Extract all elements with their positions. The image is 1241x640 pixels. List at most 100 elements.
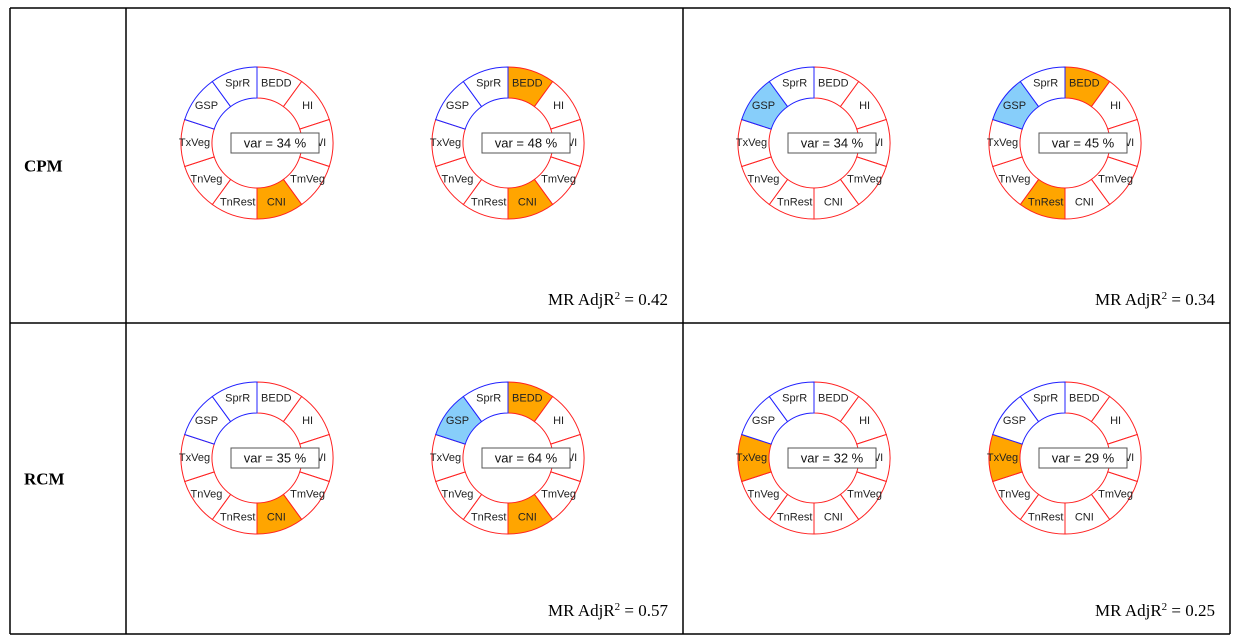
segment-label: SprR	[476, 77, 501, 89]
var-box	[230, 132, 320, 154]
var-label: var = 34 %	[801, 135, 864, 150]
segment-label: TnVeg	[748, 174, 780, 186]
donut-segment	[768, 66, 815, 108]
segment-label: TxVeg	[430, 452, 461, 464]
segment-label: HI	[859, 415, 870, 427]
row-label: RCM	[24, 469, 65, 488]
row-label: CPM	[24, 156, 63, 175]
segment-label: SprR	[782, 77, 807, 89]
var-label: var = 35 %	[244, 450, 307, 465]
segment-label: BEDD	[261, 77, 292, 89]
r2-note: MR AdjR2 = 0.25	[1095, 601, 1215, 620]
r2-note: MR AdjR2 = 0.57	[548, 601, 668, 620]
superscript: 2	[615, 290, 621, 302]
note-text: MR AdjR	[1095, 290, 1162, 309]
segment-label: SprR	[476, 392, 501, 404]
segment-label: CNI	[518, 196, 537, 208]
donut-segment	[1019, 66, 1066, 108]
superscript: 2	[1162, 290, 1168, 302]
note-text: = 0.42	[620, 290, 668, 309]
segment-label: TnVeg	[748, 489, 780, 501]
segment-label: GSP	[1003, 415, 1026, 427]
segment-label: GSP	[752, 100, 775, 112]
r2-note: MR AdjR2 = 0.42	[548, 290, 668, 309]
var-label: var = 32 %	[801, 450, 864, 465]
note-text: MR AdjR	[548, 290, 615, 309]
segment-label: SprR	[782, 392, 807, 404]
segment-label: TnRest	[1028, 511, 1063, 523]
segment-label: TmVeg	[541, 489, 576, 501]
segment-label: TnVeg	[999, 174, 1031, 186]
segment-label: TnRest	[220, 511, 255, 523]
segment-label: TnRest	[777, 196, 812, 208]
segment-label: TxVeg	[736, 452, 767, 464]
segment-label: CNI	[824, 511, 843, 523]
donut: BEDDHIWITmVegCNITnRestTnVegTxVegGSPSprRv…	[736, 66, 891, 220]
segment-label: GSP	[446, 100, 469, 112]
segment-label: TnVeg	[442, 174, 474, 186]
note-text: = 0.34	[1167, 290, 1215, 309]
var-label: var = 48 %	[495, 135, 558, 150]
var-box	[1038, 132, 1128, 154]
segment-label: BEDD	[512, 77, 543, 89]
donut-segment	[211, 381, 258, 423]
donut-segment	[462, 381, 509, 423]
var-box	[787, 132, 877, 154]
segment-label: HI	[859, 100, 870, 112]
segment-label: BEDD	[818, 392, 849, 404]
segment-label: SprR	[1033, 392, 1058, 404]
donut: BEDDHIWITmVegCNITnRestTnVegTxVegGSPSprRv…	[179, 381, 334, 535]
segment-label: TnVeg	[442, 489, 474, 501]
segment-label: GSP	[195, 100, 218, 112]
donut-segment	[1019, 381, 1066, 423]
segment-label: HI	[302, 100, 313, 112]
donut: BEDDHIWITmVegCNITnRestTnVegTxVegGSPSprRv…	[987, 381, 1142, 535]
segment-label: BEDD	[1069, 77, 1100, 89]
segment-label: CNI	[267, 511, 286, 523]
var-label: var = 34 %	[244, 135, 307, 150]
segment-label: TmVeg	[290, 489, 325, 501]
note-text: MR AdjR	[1095, 601, 1162, 620]
segment-label: TnRest	[220, 196, 255, 208]
donut: BEDDHIWITmVegCNITnRestTnVegTxVegGSPSprRv…	[987, 66, 1142, 220]
segment-label: HI	[553, 100, 564, 112]
r2-note: MR AdjR2 = 0.34	[1095, 290, 1215, 309]
donut: BEDDHIWITmVegCNITnRestTnVegTxVegGSPSprRv…	[430, 381, 585, 535]
segment-label: SprR	[225, 77, 250, 89]
var-box	[481, 447, 571, 469]
var-label: var = 29 %	[1052, 450, 1115, 465]
segment-label: BEDD	[818, 77, 849, 89]
segment-label: TmVeg	[541, 174, 576, 186]
segment-label: HI	[553, 415, 564, 427]
segment-label: BEDD	[512, 392, 543, 404]
segment-label: HI	[302, 415, 313, 427]
segment-label: TxVeg	[430, 137, 461, 149]
segment-label: TxVeg	[987, 137, 1018, 149]
segment-label: CNI	[267, 196, 286, 208]
donut-segment	[768, 381, 815, 423]
segment-label: TmVeg	[847, 174, 882, 186]
var-box	[481, 132, 571, 154]
segment-label: GSP	[1003, 100, 1026, 112]
segment-label: TnRest	[471, 511, 506, 523]
note-text: = 0.25	[1167, 601, 1215, 620]
donut-segment	[462, 66, 509, 108]
segment-label: TmVeg	[1098, 174, 1133, 186]
segment-label: TxVeg	[987, 452, 1018, 464]
var-label: var = 45 %	[1052, 135, 1115, 150]
segment-label: HI	[1110, 100, 1121, 112]
segment-label: TmVeg	[1098, 489, 1133, 501]
segment-label: TnVeg	[999, 489, 1031, 501]
segment-label: CNI	[1075, 511, 1094, 523]
var-box	[1038, 447, 1128, 469]
donut: BEDDHIWITmVegCNITnRestTnVegTxVegGSPSprRv…	[430, 66, 585, 220]
segment-label: HI	[1110, 415, 1121, 427]
var-box	[230, 447, 320, 469]
segment-label: TxVeg	[736, 137, 767, 149]
var-box	[787, 447, 877, 469]
segment-label: TnRest	[471, 196, 506, 208]
segment-label: SprR	[1033, 77, 1058, 89]
segment-label: GSP	[446, 415, 469, 427]
var-label: var = 64 %	[495, 450, 558, 465]
segment-label: TmVeg	[847, 489, 882, 501]
